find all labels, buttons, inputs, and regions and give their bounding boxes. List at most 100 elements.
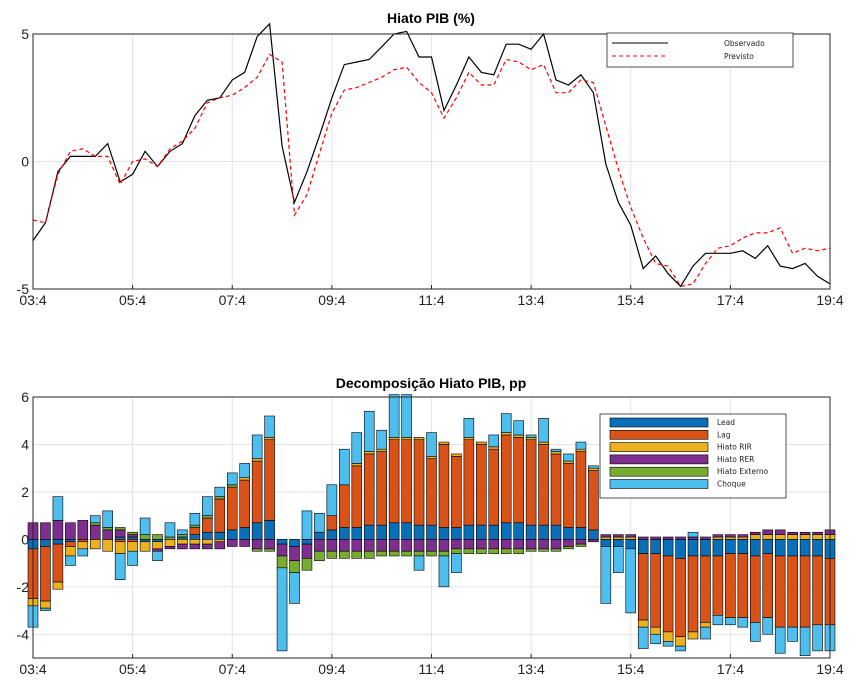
bar-segment-hiato-rer	[737, 534, 749, 538]
bar-segment-lag	[451, 456, 462, 528]
bar-segment-hiato-externo	[251, 548, 263, 552]
bar-segment-hiato-rer	[525, 539, 537, 550]
bar-segment-lead	[600, 539, 612, 547]
bar-segment-choque	[326, 484, 338, 516]
bar-segment-lag	[550, 453, 562, 526]
bar-segment-hiato-rir	[438, 441, 450, 445]
bar-segment-hiato-rer	[339, 539, 350, 552]
legend-label-hiato-rir: Hiato RIR	[717, 443, 752, 452]
bar-segment-hiato-externo	[301, 558, 313, 571]
bar-segment-choque	[226, 472, 238, 486]
bar-segment-hiato-externo	[152, 534, 163, 540]
bar-segment-hiato-rer	[351, 539, 363, 552]
bar-segment-hiato-rir	[413, 437, 425, 441]
bar-segment-lead	[388, 522, 400, 540]
bar-segment-choque	[438, 555, 450, 588]
bar-segment-hiato-rir	[214, 539, 226, 543]
bar-segment-hiato-externo	[563, 546, 574, 550]
bar-segment-choque	[675, 645, 686, 652]
bar-segment-lag	[476, 444, 487, 526]
bar-segment-hiato-rir	[177, 539, 188, 545]
bar-segment-hiato-rer	[276, 543, 288, 557]
bar-segment-hiato-rer	[712, 534, 724, 538]
bar-segment-lead	[687, 539, 699, 557]
bar-segment-hiato-rer	[463, 539, 475, 550]
bar-segment-choque	[799, 626, 811, 656]
bar-segment-hiato-rer	[114, 529, 126, 538]
bar-segment-hiato-externo	[575, 543, 587, 547]
bar-segment-hiato-externo	[276, 555, 288, 569]
x-tick-label: 03:4	[19, 292, 46, 308]
bar-segment-lead	[749, 539, 761, 557]
series-line-observado	[32, 22, 831, 288]
bar-segment-hiato-externo	[463, 548, 475, 554]
bar-segment-lead	[588, 529, 599, 540]
bar-segment-choque	[276, 567, 288, 652]
bar-segment-choque	[301, 510, 313, 540]
bar-segment-hiato-rer	[774, 529, 786, 535]
bar-segment-hiato-rir	[139, 541, 151, 552]
bar-segment-hiato-rer	[538, 539, 549, 550]
bar-segment-hiato-rer	[289, 546, 300, 562]
y-tick-label: -4	[17, 626, 30, 642]
bar-segment-hiato-rir	[89, 539, 101, 550]
bar-segment-lag	[563, 463, 574, 528]
bar-segment-choque	[575, 441, 587, 450]
bar-segment-hiato-externo	[139, 534, 151, 540]
bar-segment-choque	[102, 510, 113, 528]
bar-segment-hiato-externo	[326, 550, 338, 559]
bar-segment-choque	[314, 512, 325, 533]
bar-segment-hiato-externo	[164, 536, 176, 540]
bar-segment-hiato-externo	[289, 560, 300, 573]
bar-segment-hiato-rir	[52, 581, 64, 590]
bar-segment-hiato-externo	[363, 550, 375, 559]
bar-segment-hiato-externo	[177, 534, 188, 538]
bar-segment-choque	[600, 546, 612, 604]
bar-segment-choque	[401, 394, 412, 438]
bar-segment-hiato-rer	[787, 531, 798, 535]
bar-segment-lag	[463, 439, 475, 526]
bar-segment-hiato-rer	[725, 534, 736, 538]
bar-segment-choque	[177, 529, 188, 535]
legend-swatch-hiato-rer	[609, 454, 709, 465]
bar-segment-choque	[488, 434, 500, 448]
bar-segment-choque	[52, 496, 64, 521]
y-tick-label: 2	[21, 484, 29, 500]
bar-segment-hiato-externo	[525, 548, 537, 552]
bar-segment-lead	[177, 536, 188, 540]
x-tick-label: 13:4	[518, 292, 545, 308]
x-tick-label: 11:4	[418, 292, 444, 308]
bar-segment-hiato-rer	[388, 539, 400, 552]
bar-segment-lag	[749, 555, 761, 623]
x-tick-label: 17:4	[717, 292, 744, 308]
bar-segment-lead	[662, 539, 674, 557]
legend-box	[606, 32, 794, 68]
bar-segment-lag	[77, 539, 89, 543]
bar-segment-hiato-rir	[426, 456, 437, 459]
bar-segment-hiato-externo	[401, 550, 412, 557]
y-tick-label: 6	[21, 389, 29, 405]
bar-segment-lead	[314, 531, 325, 540]
bar-segment-choque	[662, 641, 674, 647]
bar-segment-hiato-rir	[787, 534, 798, 540]
bar-segment-hiato-rir	[662, 631, 674, 642]
bar-segment-choque	[700, 626, 711, 640]
bar-segment-lead	[40, 539, 51, 547]
x-tick-label: 19:4	[816, 292, 843, 308]
bar-segment-lag	[363, 453, 375, 526]
bar-segment-hiato-rer	[500, 539, 512, 550]
bar-segment-lead	[276, 539, 288, 545]
y-tick-label: 5	[21, 26, 29, 42]
bar-segment-hiato-rer	[214, 541, 226, 550]
bar-segment-hiato-rir	[376, 448, 387, 452]
bar-segment-hiato-rer	[575, 539, 587, 545]
bar-segment-hiato-externo	[538, 548, 549, 552]
bar-segment-hiato-rer	[762, 529, 774, 535]
x-tick-label: 15:4	[617, 292, 644, 308]
bar-segment-hiato-externo	[376, 550, 387, 557]
legend-label-lag: Lag	[717, 430, 731, 439]
bar-segment-choque	[351, 432, 363, 464]
bar-segment-hiato-externo	[114, 527, 126, 531]
bar-segment-choque	[525, 434, 537, 438]
bar-segment-choque	[500, 413, 512, 433]
